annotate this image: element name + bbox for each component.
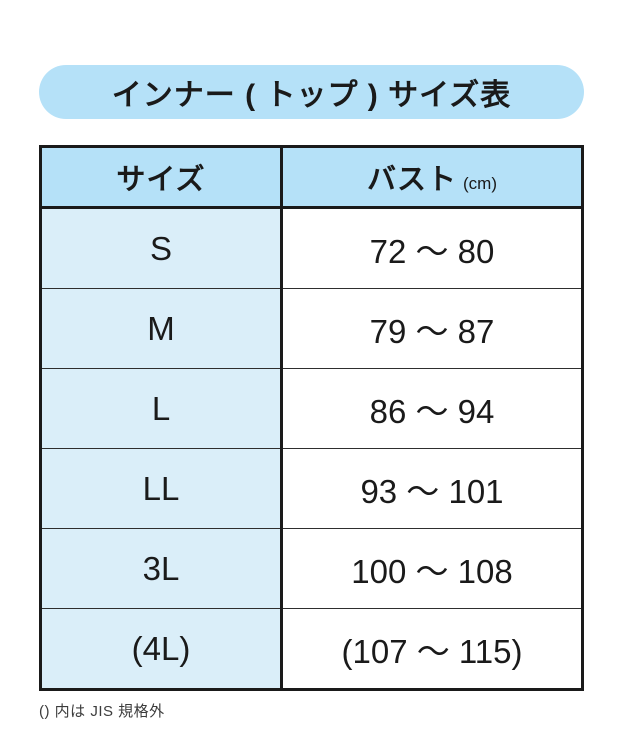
size-cell: LL [40, 448, 283, 529]
bust-cell: 79 〜 87 [281, 288, 583, 369]
header-size-label: サイズ [116, 164, 206, 196]
table-header-row: サイズ バスト (cm) [40, 146, 583, 209]
header-size-column: サイズ [40, 146, 283, 209]
size-table: サイズ バスト (cm) S 72 〜 80 M 79 〜 87 L 86 〜 9… [39, 145, 584, 691]
table-row: L 86 〜 94 [40, 368, 583, 449]
jis-footnote: () 内は JIS 規格外 [39, 703, 165, 720]
size-cell: (4L) [40, 608, 283, 690]
bust-cell: 93 〜 101 [281, 448, 583, 529]
bust-cell: 72 〜 80 [281, 207, 583, 289]
table-row: LL 93 〜 101 [40, 448, 583, 529]
size-cell: S [40, 207, 283, 289]
page-title: インナー ( トップ ) サイズ表 [111, 79, 512, 112]
title-pill: インナー ( トップ ) サイズ表 [39, 65, 584, 119]
bust-cell: (107 〜 115) [281, 608, 583, 690]
bust-cell: 86 〜 94 [281, 368, 583, 449]
bust-cell: 100 〜 108 [281, 528, 583, 609]
header-bust-unit: (cm) [463, 174, 497, 193]
table-row: S 72 〜 80 [40, 207, 583, 289]
table-row: 3L 100 〜 108 [40, 528, 583, 609]
header-bust-column: バスト (cm) [281, 146, 583, 209]
header-bust-label: バスト [367, 164, 458, 196]
table-row: (4L) (107 〜 115) [40, 608, 583, 690]
size-cell: M [40, 288, 283, 369]
size-cell: 3L [40, 528, 283, 609]
size-cell: L [40, 368, 283, 449]
table-row: M 79 〜 87 [40, 288, 583, 369]
